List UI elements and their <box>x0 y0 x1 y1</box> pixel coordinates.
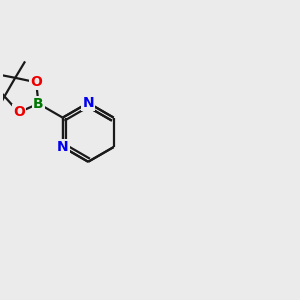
Text: N: N <box>57 140 68 154</box>
Text: B: B <box>33 97 44 111</box>
Text: O: O <box>30 75 42 89</box>
Text: O: O <box>13 105 25 119</box>
Text: N: N <box>82 96 94 110</box>
